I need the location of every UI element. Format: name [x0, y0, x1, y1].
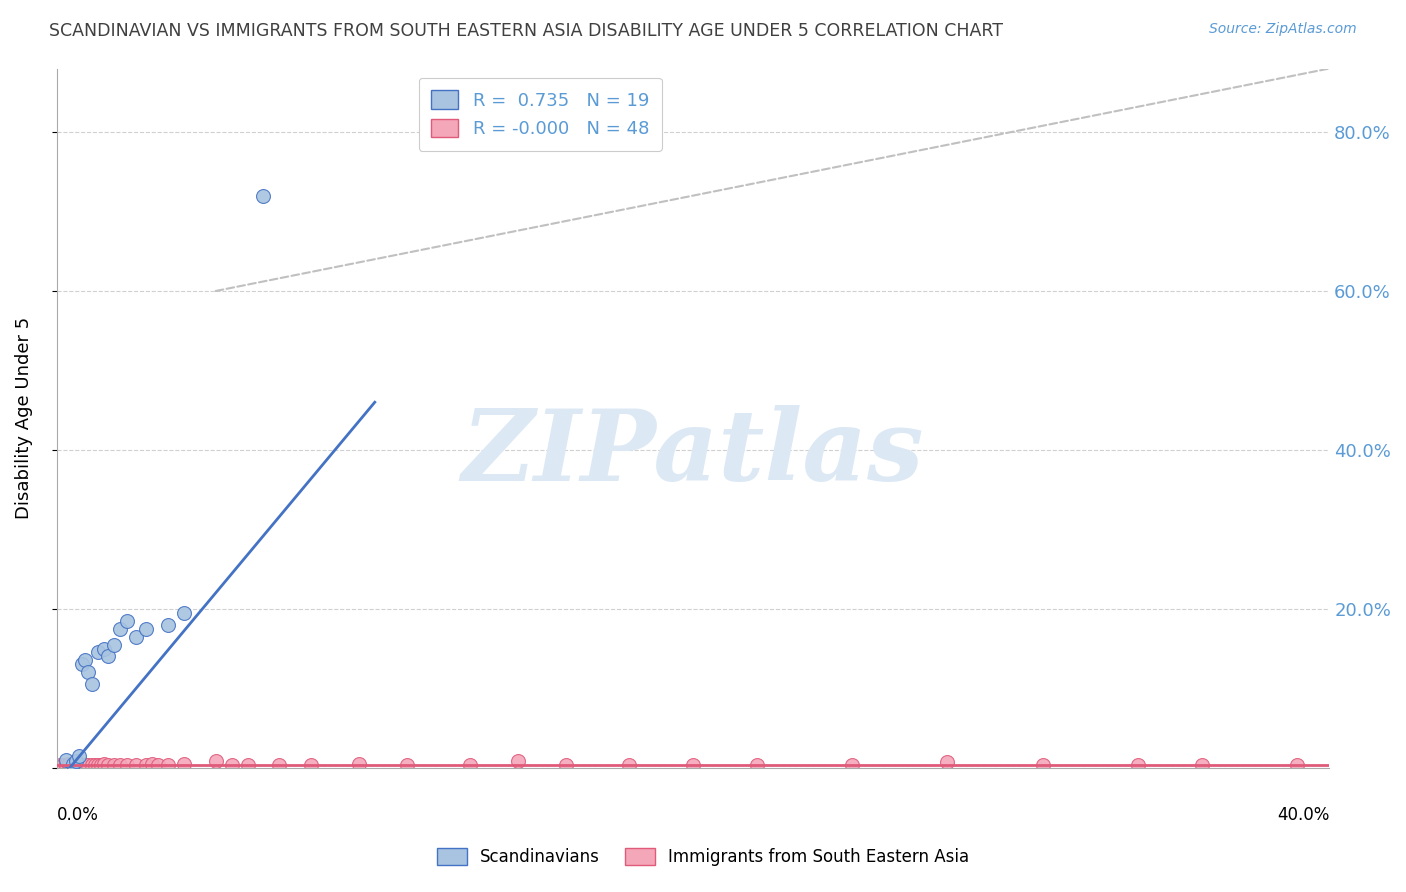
- Point: [221, 757, 243, 772]
- Point: [90, 757, 112, 772]
- Point: [395, 757, 418, 772]
- Point: [745, 758, 768, 772]
- Point: [682, 757, 704, 772]
- Point: [156, 757, 179, 772]
- Point: [1128, 758, 1150, 772]
- Point: [65, 758, 87, 772]
- Point: [458, 758, 481, 772]
- Point: [125, 630, 148, 644]
- Point: [115, 614, 138, 628]
- Point: [96, 649, 118, 664]
- Point: [49, 758, 72, 772]
- Point: [70, 758, 93, 772]
- Point: [58, 756, 80, 771]
- Point: [554, 758, 576, 772]
- Point: [110, 757, 132, 772]
- Point: [87, 645, 110, 659]
- Point: [156, 617, 179, 632]
- Point: [62, 757, 84, 772]
- Point: [83, 757, 105, 772]
- Point: [55, 757, 77, 772]
- Point: [80, 758, 103, 772]
- Point: [135, 622, 157, 636]
- Point: [96, 757, 118, 772]
- Point: [75, 758, 97, 772]
- Text: SCANDINAVIAN VS IMMIGRANTS FROM SOUTH EASTERN ASIA DISABILITY AGE UNDER 5 CORREL: SCANDINAVIAN VS IMMIGRANTS FROM SOUTH EA…: [49, 22, 1004, 40]
- Point: [93, 756, 115, 771]
- Point: [70, 657, 93, 672]
- Point: [103, 638, 125, 652]
- Point: [936, 755, 959, 769]
- Point: [58, 758, 80, 772]
- Point: [77, 665, 100, 680]
- Point: [269, 757, 291, 772]
- Point: [135, 757, 157, 772]
- Point: [93, 641, 115, 656]
- Point: [75, 653, 97, 667]
- Point: [80, 677, 103, 691]
- Text: 0.0%: 0.0%: [56, 806, 98, 824]
- Text: 40.0%: 40.0%: [1277, 806, 1329, 824]
- Point: [148, 758, 170, 772]
- Point: [67, 758, 90, 772]
- Point: [67, 748, 90, 763]
- Point: [619, 757, 641, 772]
- Point: [55, 753, 77, 767]
- Legend: Scandinavians, Immigrants from South Eastern Asia: Scandinavians, Immigrants from South Eas…: [429, 840, 977, 875]
- Point: [62, 756, 84, 771]
- Point: [125, 757, 148, 772]
- Text: ZIPatlas: ZIPatlas: [461, 405, 924, 501]
- Point: [141, 756, 163, 771]
- Point: [173, 756, 195, 771]
- Point: [115, 758, 138, 772]
- Point: [1286, 758, 1309, 772]
- Point: [1191, 758, 1213, 772]
- Point: [1032, 757, 1054, 772]
- Point: [77, 757, 100, 772]
- Point: [103, 758, 125, 772]
- Point: [55, 758, 77, 772]
- Point: [347, 756, 370, 771]
- Point: [204, 754, 226, 768]
- Point: [299, 758, 322, 772]
- Legend: R =  0.735   N = 19, R = -0.000   N = 48: R = 0.735 N = 19, R = -0.000 N = 48: [419, 78, 662, 151]
- Point: [506, 755, 529, 769]
- Point: [62, 758, 84, 772]
- Point: [52, 758, 75, 772]
- Y-axis label: Disability Age Under 5: Disability Age Under 5: [15, 317, 32, 519]
- Point: [70, 757, 93, 772]
- Point: [65, 755, 87, 769]
- Point: [236, 758, 259, 772]
- Text: Source: ZipAtlas.com: Source: ZipAtlas.com: [1209, 22, 1357, 37]
- Point: [173, 606, 195, 620]
- Point: [110, 622, 132, 636]
- Point: [841, 757, 863, 772]
- Point: [252, 188, 274, 202]
- Point: [87, 758, 110, 772]
